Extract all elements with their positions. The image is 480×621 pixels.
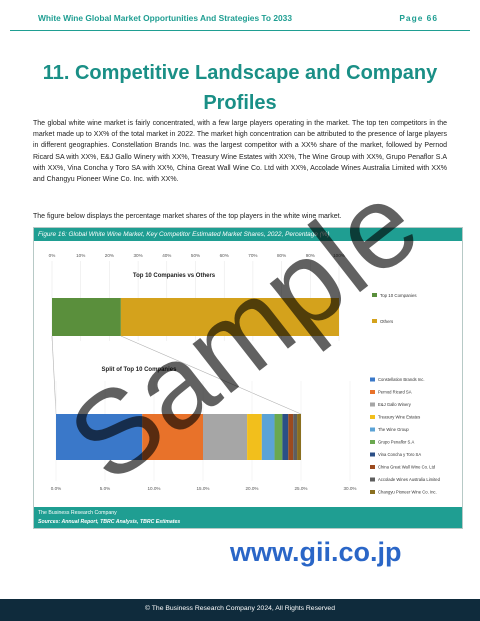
split-chart-legend-swatch-5 — [370, 440, 375, 444]
top-chart-x-tick: 0% — [49, 253, 56, 258]
split-chart-x-tick: 10.0% — [147, 486, 160, 491]
split-chart-x-tick: 5.0% — [100, 486, 110, 491]
split-chart-legend-label-1: Pernod Ricard SA — [378, 390, 412, 395]
split-chart-legend-label-3: Treasury Wine Estates — [378, 415, 420, 420]
top-chart-x-tick: 80% — [277, 253, 286, 258]
header-divider — [10, 30, 470, 31]
split-chart-legend-swatch-3 — [370, 415, 375, 419]
split-chart-legend-swatch-9 — [370, 490, 375, 494]
top-chart-x-tick: 30% — [133, 253, 142, 258]
split-chart-x-tick: 20.0% — [245, 486, 258, 491]
page-footer: © The Business Research Company 2024, Al… — [0, 599, 480, 621]
gii-url[interactable]: www.gii.co.jp — [230, 537, 402, 567]
split-chart-bar-2 — [203, 414, 248, 460]
top-chart-title: Top 10 Companies vs Others — [133, 273, 216, 279]
page-header: White Wine Global Market Opportunities A… — [0, 0, 480, 36]
split-chart-legend-swatch-0 — [370, 377, 375, 382]
source-company: The Business Research Company — [38, 510, 117, 516]
split-chart-legend-label-6: Vina Concha y Toro SA — [378, 452, 421, 457]
split-chart-legend-swatch-4 — [370, 427, 375, 432]
top-chart-legend-label-0: Top 10 Companies — [380, 293, 417, 298]
connector-line-left — [51, 335, 57, 415]
source-references: Sources: Annual Report, TBRC Analysis, T… — [38, 519, 181, 525]
top-chart-x-tick: 90% — [306, 253, 315, 258]
split-chart-legend-label-8: Accolade Wines Australia Limited — [378, 477, 441, 482]
split-chart-legend-swatch-8 — [370, 477, 375, 482]
split-chart-bar-3 — [247, 414, 262, 460]
top-chart-bar-1 — [120, 298, 339, 336]
split-chart-legend-label-4: The Wine Group — [378, 427, 409, 432]
split-chart-x-tick: 15.0% — [196, 486, 209, 491]
split-chart-x-tick: 30.0% — [343, 486, 356, 491]
split-chart-legend-label-9: Changyu Pioneer Wine Co. Inc. — [378, 490, 437, 495]
split-chart-legend-label-2: E&J Gallo Winery — [378, 402, 412, 407]
top-chart-x-tick: 50% — [191, 253, 200, 258]
split-chart-bar-4 — [261, 414, 275, 460]
split-chart-legend-swatch-1 — [370, 390, 375, 394]
split-chart-bar-7 — [288, 414, 294, 460]
split-chart-legend-swatch-6 — [370, 452, 375, 457]
copyright-text: © The Business Research Company 2024, Al… — [144, 605, 335, 612]
split-chart-bar-6 — [282, 414, 289, 460]
split-chart-bar-9 — [297, 414, 301, 460]
split-chart-bar-1 — [142, 414, 203, 460]
top-chart-x-tick: 40% — [162, 253, 171, 258]
top-chart-x-tick: 60% — [220, 253, 229, 258]
top-chart-legend-swatch-0 — [372, 293, 377, 297]
split-chart-legend-label-7: China Great Wall Wine Co. Ltd — [378, 465, 436, 470]
split-chart-legend-swatch-7 — [370, 465, 375, 469]
top-chart-legend-swatch-1 — [372, 319, 377, 323]
page-number: Page 66 — [399, 13, 438, 23]
market-share-figure: Figure 16: Global White Wine Market, Key… — [33, 227, 463, 529]
top-chart-x-tick: 20% — [105, 253, 114, 258]
body-paragraph-1: The global white wine market is fairly c… — [33, 120, 447, 184]
body-paragraph-2: The figure below displays the percentage… — [33, 213, 342, 220]
market-share-chart: 0% 10% 20% 30% 40% 50% 60% 70% 80% 90% 100% Top 10 … — [49, 253, 441, 495]
top-chart-x-tick: 10% — [76, 253, 85, 258]
split-chart-bar-0 — [56, 414, 143, 460]
split-chart-title: Split of Top 10 Companies — [102, 367, 178, 373]
split-chart-x-tick: 25.0% — [294, 486, 307, 491]
split-chart-bar-5 — [274, 414, 283, 460]
top-chart-legend-label-1: Others — [380, 319, 394, 324]
report-title: White Wine Global Market Opportunities A… — [38, 13, 293, 23]
top-chart-x-tick: 100% — [333, 253, 345, 258]
top-chart-bar-0 — [52, 298, 121, 336]
section-title: 11. Competitive Landscape and Company Pr… — [42, 62, 438, 114]
split-chart-bar-8 — [293, 414, 298, 460]
split-chart-legend-label-0: Constellation Brands Inc. — [378, 377, 425, 382]
split-chart-x-tick: 0.0% — [51, 486, 61, 491]
split-chart-legend-swatch-2 — [370, 402, 375, 407]
connector-line-right — [120, 335, 302, 415]
split-chart-legend-label-5: Grupo Penaflor S.A — [378, 440, 415, 445]
figure-caption: Figure 16: Global White Wine Market, Key… — [34, 228, 462, 241]
top-chart-x-tick: 70% — [248, 253, 257, 258]
figure-source: The Business Research Company Sources: A… — [34, 507, 462, 528]
